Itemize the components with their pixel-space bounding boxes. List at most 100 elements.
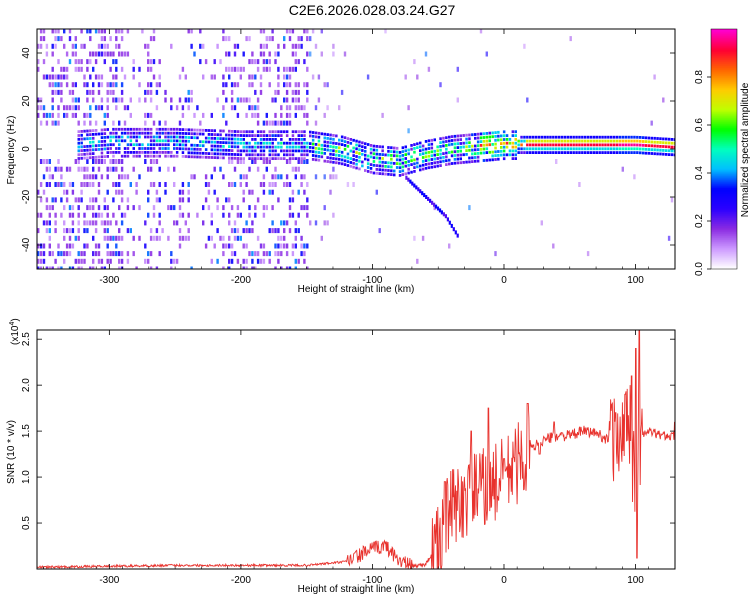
spectrogram-cell <box>112 235 115 241</box>
spectrogram-cell <box>132 166 135 172</box>
spectrogram-cell <box>42 112 46 118</box>
spectrogram-cell <box>132 59 135 65</box>
spectrogram-cell <box>248 228 251 234</box>
spectrogram-cell <box>77 266 80 269</box>
spectrogram-cell <box>306 97 309 103</box>
spectrogram-cell <box>311 146 315 150</box>
spectrogram-cell <box>423 193 426 198</box>
spectrogram-cell <box>309 134 312 138</box>
x-tick-label: -200 <box>231 575 251 586</box>
spectrogram-cell <box>274 228 277 234</box>
spectrogram-cell <box>291 43 295 49</box>
colorbar-segment <box>711 169 737 172</box>
spectrogram-cell <box>173 147 176 150</box>
spectrogram-cell <box>560 139 564 143</box>
spectrogram-cell <box>65 66 69 72</box>
spectrogram-cell <box>109 36 112 42</box>
spectrogram-cell <box>500 149 503 153</box>
spectrogram-cell <box>413 166 416 169</box>
spectrogram-cell <box>147 258 150 264</box>
spectrogram-cell <box>413 183 416 188</box>
spectrogram-cell <box>285 251 289 257</box>
spectrogram-cell <box>438 208 442 213</box>
spectrogram-cell <box>106 258 109 264</box>
spectrogram-cell <box>459 134 462 138</box>
spectrogram-cell <box>202 43 205 49</box>
spectrogram-cell <box>39 266 43 269</box>
spectrogram-cell <box>670 197 674 203</box>
spectrogram-cell <box>97 212 101 218</box>
spectrogram-cell <box>433 149 436 153</box>
spectrogram-cell <box>424 140 428 143</box>
spectrogram-cell <box>210 133 214 136</box>
spectrogram-cell <box>83 182 86 187</box>
colorbar-segment <box>711 267 737 270</box>
spectrogram-cell <box>94 148 98 151</box>
spectrogram-cell <box>37 251 40 257</box>
spectrogram-cell <box>508 138 512 141</box>
spectrogram-cell <box>338 150 341 153</box>
spectrogram-cell <box>291 138 295 141</box>
spectrogram-cell <box>222 156 225 160</box>
spectrogram-cell <box>89 29 92 34</box>
spectrogram-cell <box>456 146 460 149</box>
spectrogram-cell <box>77 59 80 65</box>
spectrogram-x-ticks: -300 -200 -100 0 100 <box>43 29 676 286</box>
spectrogram-cell <box>612 151 616 154</box>
colorbar-segment <box>711 121 737 124</box>
snr-y-axis-label: SNR (10 * v/v) <box>6 420 17 484</box>
spectrogram-cell <box>170 154 173 158</box>
spectrogram-cell <box>112 143 115 147</box>
spectrogram-x-axis-label: Height of straight line (km) <box>298 284 415 295</box>
spectrogram-cell <box>306 82 309 88</box>
spectrogram-cell <box>86 182 89 187</box>
spectrogram-cell <box>656 152 659 156</box>
spectrogram-cell <box>60 97 63 103</box>
spectrogram-cell <box>584 143 587 147</box>
spectrogram-cell <box>147 131 150 135</box>
spectrogram-cell <box>144 112 147 118</box>
spectrogram-cell <box>68 59 72 65</box>
spectrogram-cell <box>199 43 202 49</box>
spectrogram-cell <box>285 120 289 126</box>
spectrogram-cell <box>71 212 75 218</box>
spectrogram-cell <box>190 136 193 139</box>
spectrogram-cell <box>485 132 489 135</box>
spectrogram-cell <box>262 138 266 141</box>
spectrogram-cell <box>45 228 49 234</box>
spectrogram-cell <box>248 149 251 153</box>
spectrogram-cell <box>92 156 95 159</box>
spectrogram-cell <box>306 212 309 218</box>
spectrogram-cell <box>446 217 449 222</box>
spectrogram-cell <box>552 139 555 143</box>
spectrogram-cell <box>274 97 277 103</box>
spectrogram-cell <box>615 135 619 139</box>
spectrogram-cell <box>604 147 607 151</box>
spectrogram-cell <box>526 97 529 103</box>
spectrogram-cell <box>355 166 358 170</box>
spectrogram-cell <box>647 136 651 140</box>
spectrogram-cell <box>283 243 286 249</box>
spectrogram-cell <box>100 220 104 226</box>
spectrogram-cell <box>155 131 159 135</box>
spectrogram-cell <box>604 135 607 139</box>
spectrogram-cell <box>256 120 260 126</box>
spectrogram-cell <box>68 105 72 111</box>
spectrogram-cell <box>274 243 277 249</box>
spectrogram-cell <box>604 139 607 143</box>
spectrogram-cell <box>555 143 558 147</box>
spectrogram-cell <box>106 105 109 111</box>
spectrogram-cell <box>236 258 240 264</box>
spectrogram-cell <box>633 151 636 154</box>
spectrogram-cell <box>332 141 335 145</box>
y-tick-label: 20 <box>21 95 32 107</box>
spectrogram-cell <box>236 228 240 234</box>
spectrogram-cell <box>94 59 98 65</box>
spectrogram-cell <box>112 135 115 139</box>
spectrogram-cell <box>222 174 225 180</box>
spectrogram-cell <box>280 130 283 134</box>
spectrogram-cell <box>187 151 190 155</box>
spectrogram-cell <box>329 141 332 145</box>
spectrogram-cell <box>106 174 109 180</box>
spectrogram-cell <box>320 143 324 147</box>
